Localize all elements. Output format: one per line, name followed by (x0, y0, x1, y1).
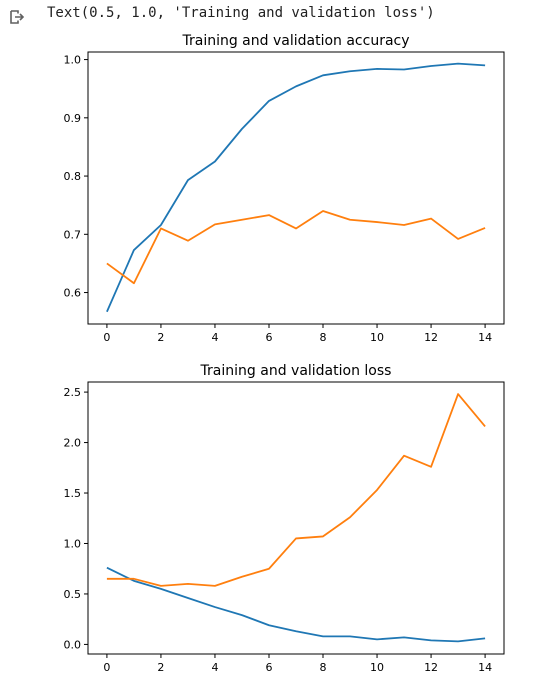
output-text: Text(0.5, 1.0, 'Training and validation … (47, 5, 435, 21)
x-tick-label: 6 (265, 661, 272, 674)
x-tick-label: 0 (103, 331, 110, 344)
chart-title: Training and validation loss (200, 363, 392, 379)
y-tick-label: 0.5 (64, 588, 82, 601)
x-tick-label: 14 (478, 331, 492, 344)
y-tick-label: 0.6 (64, 287, 82, 300)
x-tick-label: 12 (424, 661, 438, 674)
y-tick-label: 0.0 (64, 638, 82, 651)
x-tick-label: 6 (265, 331, 272, 344)
x-tick-label: 12 (424, 331, 438, 344)
x-tick-label: 2 (157, 661, 164, 674)
validation-series-line (106, 393, 486, 587)
plot-frame (87, 381, 505, 655)
plot-frame (87, 51, 505, 325)
y-tick-label: 2.5 (64, 386, 82, 399)
y-tick-label: 1.5 (64, 487, 82, 500)
output-arrow-icon (10, 10, 25, 24)
y-tick-label: 1.0 (64, 54, 82, 67)
x-tick-label: 2 (157, 331, 164, 344)
x-tick-label: 4 (211, 331, 218, 344)
x-tick-label: 0 (103, 661, 110, 674)
chart-1: Training and validation accuracy 0 2 4 6 8 10 1… (64, 33, 505, 344)
x-tick-label: 10 (370, 661, 384, 674)
y-tick-label: 0.7 (64, 228, 82, 241)
training-series-line (106, 566, 486, 643)
x-tick-label: 10 (370, 331, 384, 344)
y-tick-label: 0.9 (64, 112, 82, 125)
validation-series-line (106, 210, 486, 285)
y-tick-label: 0.8 (64, 170, 82, 183)
training-series-line (106, 62, 486, 313)
y-tick-label: 1.0 (64, 537, 82, 550)
x-tick-label: 8 (320, 661, 327, 674)
chart-title: Training and validation accuracy (181, 33, 409, 49)
chart-2: Training and validation loss 0 2 4 6 8 10 12 14 0… (64, 363, 505, 674)
x-tick-label: 8 (320, 331, 327, 344)
y-tick-label: 2.0 (64, 437, 82, 450)
x-tick-label: 14 (478, 661, 492, 674)
x-tick-label: 4 (211, 661, 218, 674)
cell-output-row: Text(0.5, 1.0, 'Training and validation … (0, 0, 554, 30)
